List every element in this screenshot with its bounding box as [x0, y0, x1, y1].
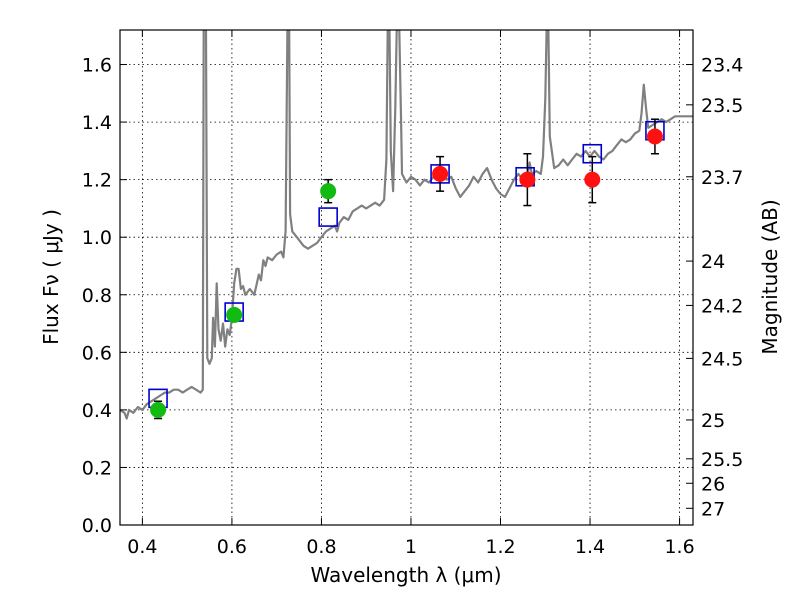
plot-frame: [119, 29, 694, 526]
right-tick-label: 23.7: [701, 167, 743, 189]
y-tick-label: 0.4: [82, 400, 112, 422]
x-tick-label: 0.6: [217, 536, 247, 558]
x-tick-label: 1.6: [664, 536, 694, 558]
right-tick-label: 26: [701, 473, 725, 495]
x-tick-label: 0.4: [127, 536, 157, 558]
y-tick-label: 1.6: [82, 55, 112, 77]
y-tick-label: 0.2: [82, 457, 112, 479]
plot-area: [120, 30, 693, 420]
photometry-point: [226, 306, 243, 323]
photometry-point: [320, 183, 337, 200]
photometry-point: [150, 401, 167, 418]
y-tick-label: 0.6: [82, 342, 112, 364]
y-tick-label: 1.0: [82, 227, 112, 249]
grid: [120, 30, 693, 526]
y-tick-label: 0.8: [82, 285, 112, 307]
photometry-point: [584, 171, 601, 188]
model-photometry-square: [318, 207, 338, 227]
y-tick-label: 1.2: [82, 170, 112, 192]
right-tick-label: 24: [701, 251, 725, 273]
y-tick-label: 0.0: [82, 515, 112, 537]
ticks: 0.4 0.6 0.8 1 1.2 1.4 1.6 0.0 0.2 0.4 0.6 0.8 1.0 1.2…: [82, 30, 743, 558]
photometry-point: [646, 128, 663, 145]
right-tick-label: 23.5: [701, 95, 743, 117]
right-tick-label: 24.2: [701, 295, 743, 317]
right-tick-label: 25.5: [701, 449, 743, 471]
x-tick-label: 1.4: [575, 536, 605, 558]
x-tick-label: 1: [405, 536, 417, 558]
right-axis-label: Magnitude (AB): [758, 199, 782, 354]
right-tick-label: 24.5: [701, 348, 743, 370]
right-tick-label: 27: [701, 498, 725, 520]
y-tick-label: 1.4: [82, 112, 112, 134]
y-axis-label: Flux Fν ( μJy ): [39, 209, 63, 345]
x-tick-label: 1.2: [485, 536, 515, 558]
x-axis-label: Wavelength λ (μm): [310, 563, 501, 587]
photometry-point: [519, 171, 536, 188]
x-tick-label: 0.8: [306, 536, 336, 558]
right-tick-label: 25: [701, 410, 725, 432]
right-tick-label: 23.4: [701, 55, 743, 77]
sed-model-line: [120, 30, 693, 420]
photometry-point: [432, 165, 449, 182]
